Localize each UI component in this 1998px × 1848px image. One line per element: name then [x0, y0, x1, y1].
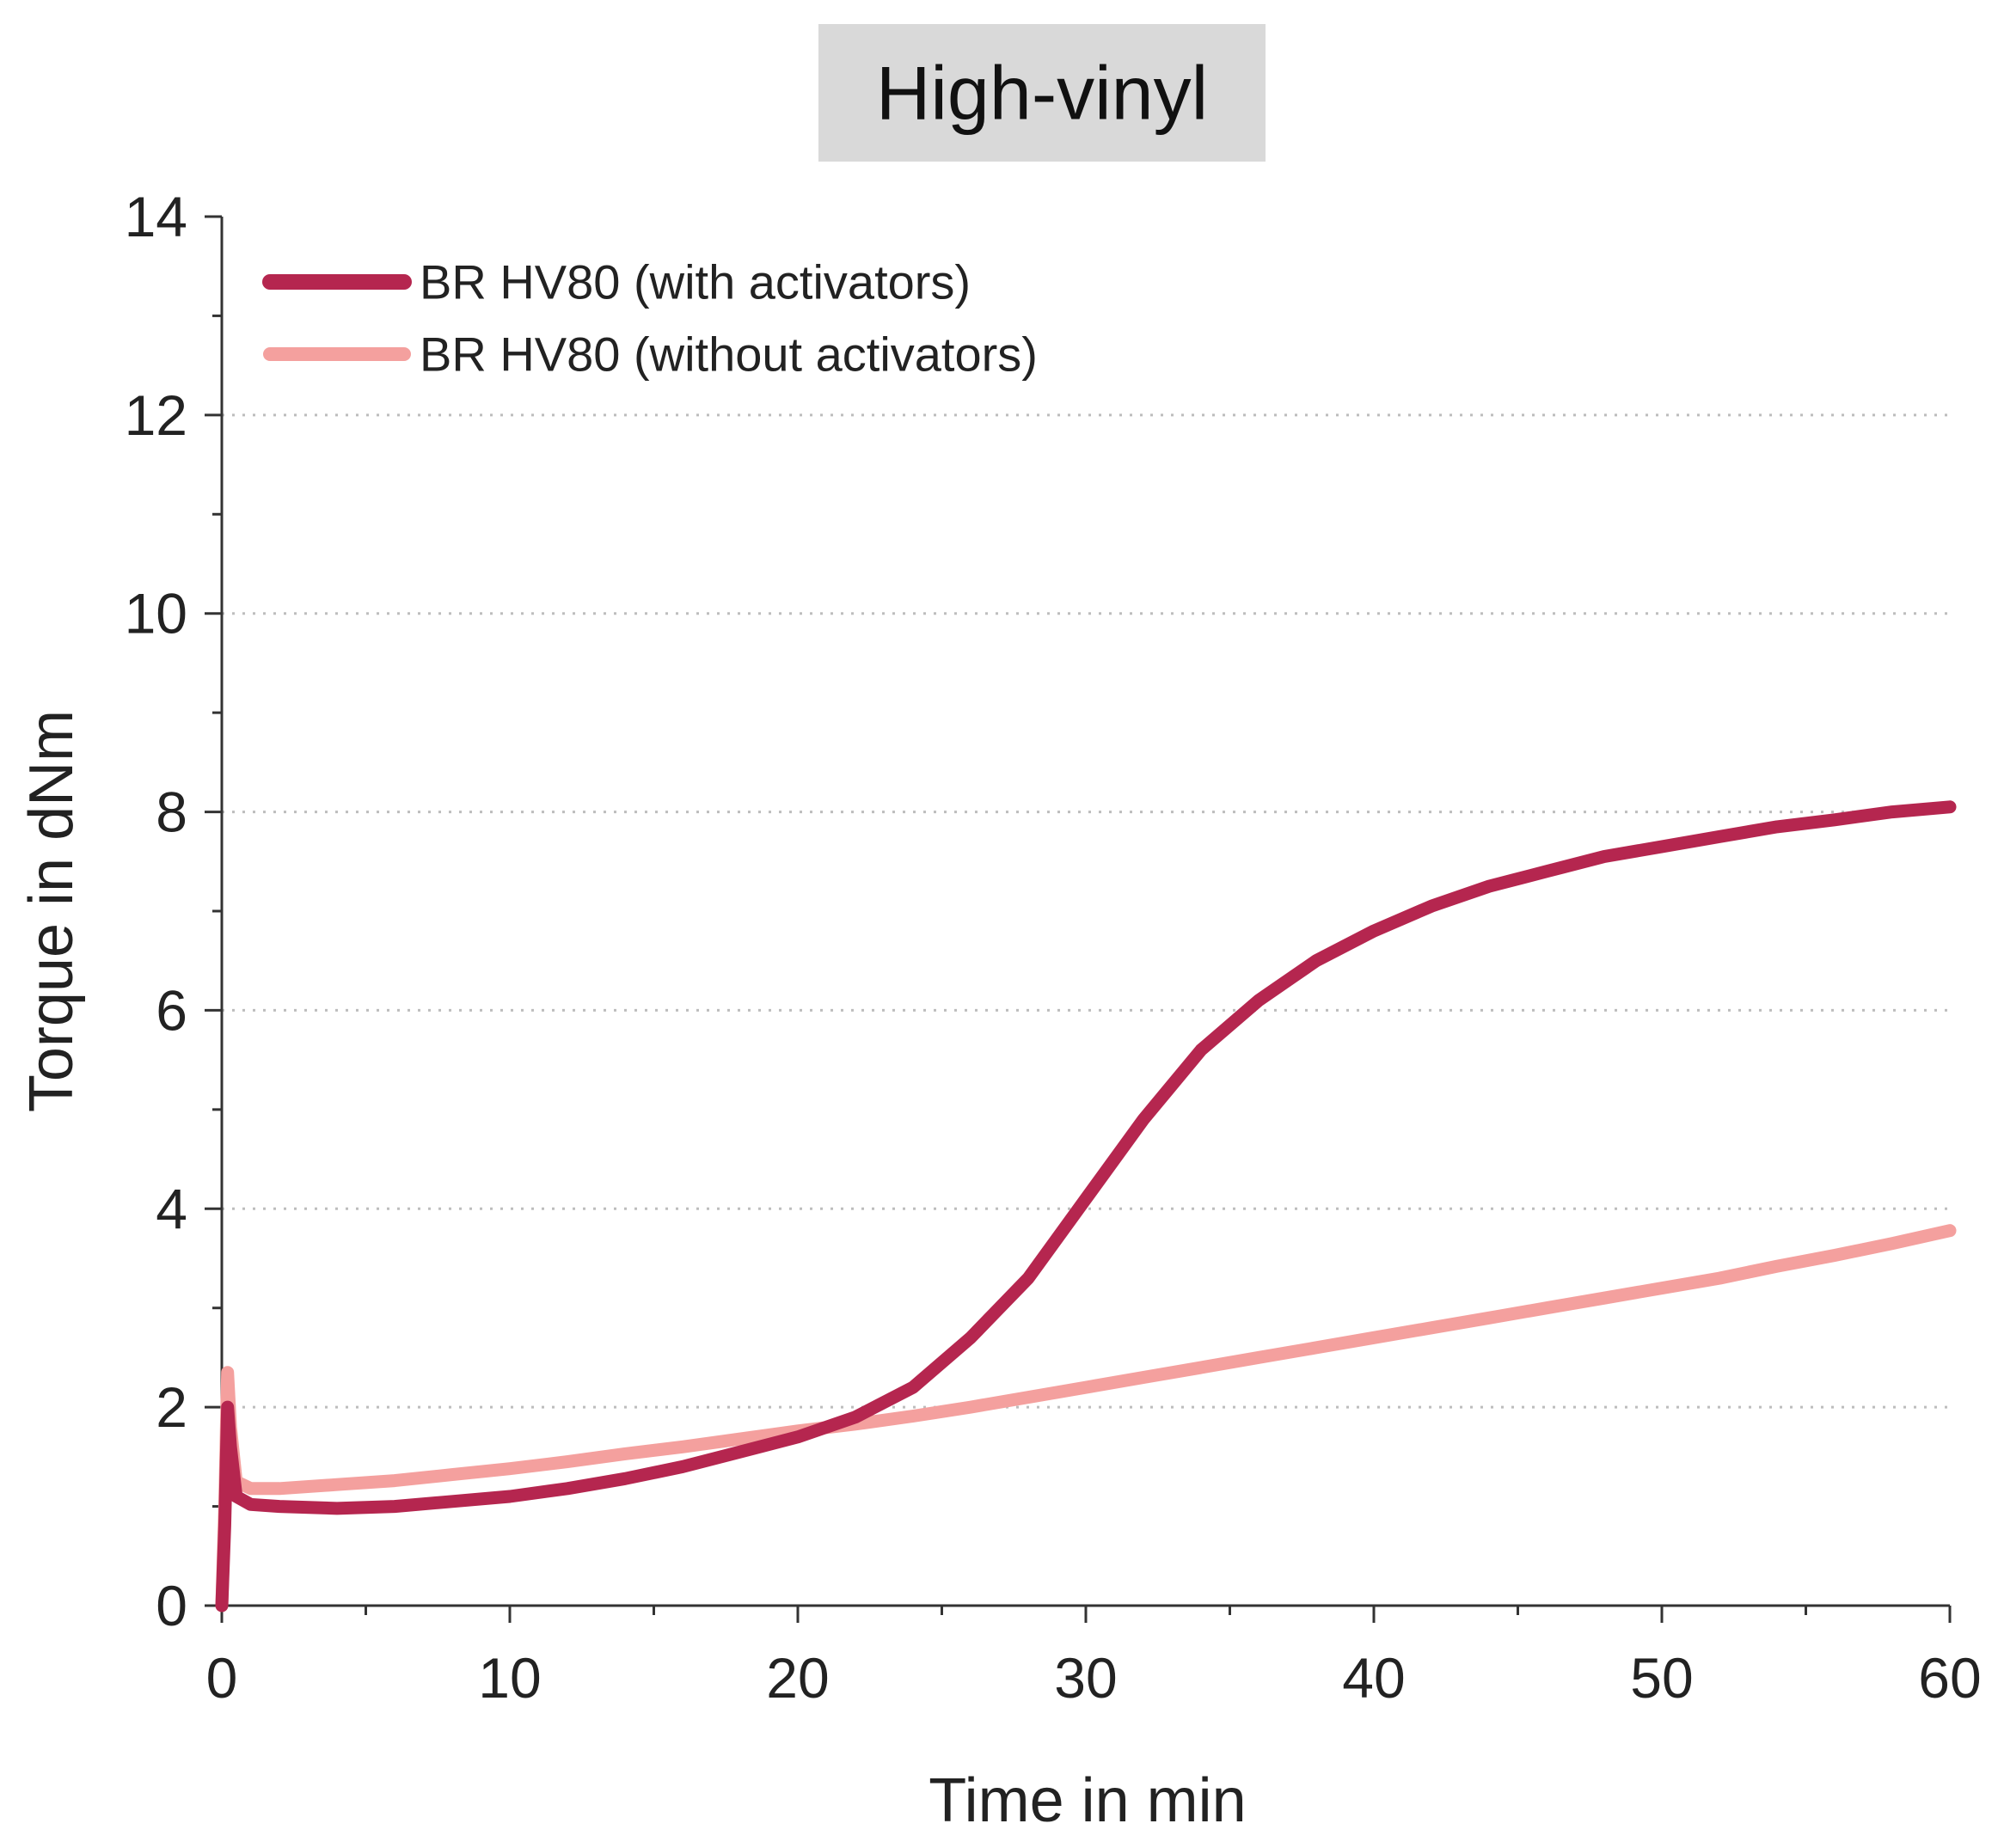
y-tick-label: 6	[156, 978, 187, 1042]
x-tick-label: 60	[1918, 1646, 1981, 1710]
legend-label: BR HV80 (without activators)	[420, 327, 1038, 382]
y-tick-label: 4	[156, 1177, 187, 1240]
grid-layer	[222, 413, 1950, 1409]
x-tick-label: 40	[1342, 1646, 1405, 1710]
x-tick-label: 20	[766, 1646, 829, 1710]
series-line-with-activators	[215, 800, 1957, 1612]
y-tick-label: 14	[125, 185, 187, 248]
legend: BR HV80 (with activators) BR HV80 (withou…	[262, 255, 1038, 382]
legend-label: BR HV80 (with activators)	[420, 255, 971, 309]
chart-title-background	[818, 24, 1266, 162]
axes-layer: 0 2 4 6 8 10 12 14 0 10 20 30 40 50 60	[125, 185, 1982, 1710]
y-tick-label: 12	[125, 383, 187, 447]
y-tick-label: 2	[156, 1375, 187, 1439]
x-tick-label: 0	[206, 1646, 238, 1710]
series-layer	[215, 800, 1957, 1612]
y-tick-label: 8	[156, 780, 187, 844]
y-tick-label: 10	[125, 582, 187, 646]
chart-title-group: High-vinyl	[818, 24, 1266, 162]
y-tick-label: 0	[156, 1574, 187, 1637]
x-tick-label: 50	[1630, 1646, 1693, 1710]
x-axis-label: Time in min	[929, 1766, 1246, 1835]
x-tick-label: 10	[478, 1646, 541, 1710]
series-line-without-activators	[215, 1224, 1957, 1612]
x-tick-label: 30	[1054, 1646, 1117, 1710]
y-axis-label: Torque in dNm	[17, 710, 86, 1112]
chart-title: High-vinyl	[876, 51, 1208, 136]
